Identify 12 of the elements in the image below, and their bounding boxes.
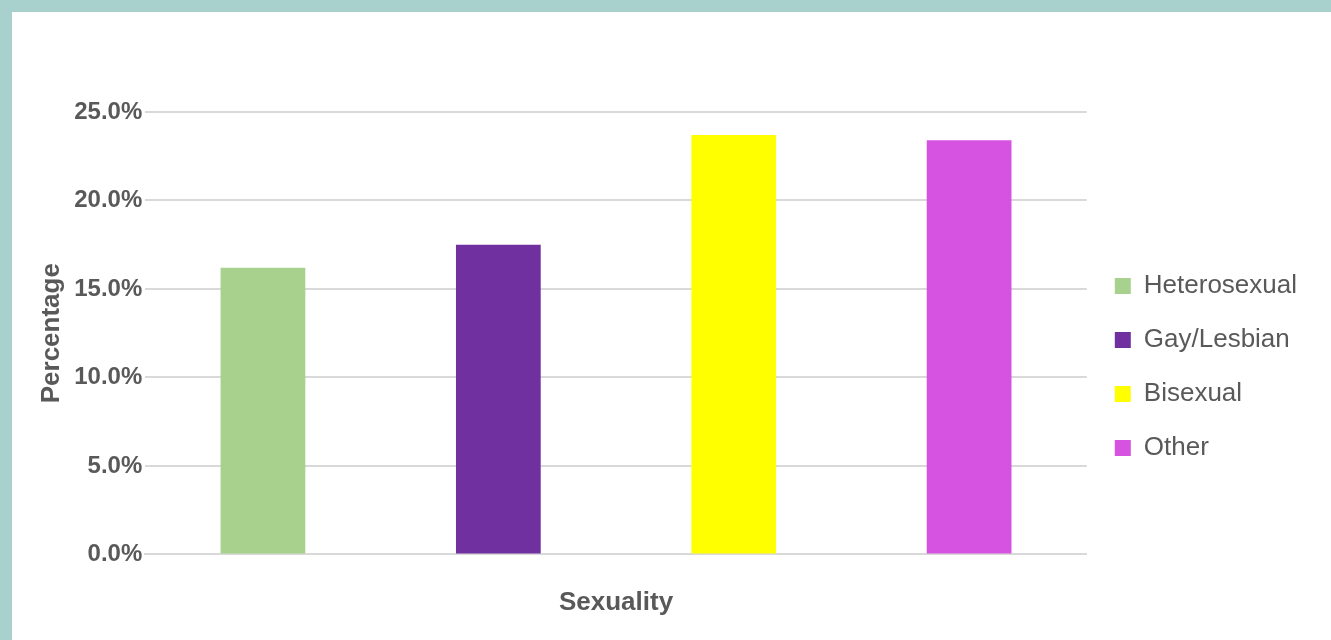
y-tick-label: 20.0% [74,185,143,213]
y-tick-label: 5.0% [87,450,143,478]
y-tick-label: 0.0% [87,539,143,567]
legend-label: Gay/Lesbian [1143,323,1290,354]
x-axis-title: Sexuality [558,585,674,616]
y-tick-label: 25.0% [74,96,143,124]
legend-label: Other [1143,431,1210,462]
y-tick-label: 10.0% [74,362,143,390]
legend-label: Heterosexual [1143,269,1298,300]
legend-label: Bisexual [1143,377,1243,408]
y-axis-title: Percentage [34,263,65,404]
y-tick-label: 15.0% [74,273,143,301]
